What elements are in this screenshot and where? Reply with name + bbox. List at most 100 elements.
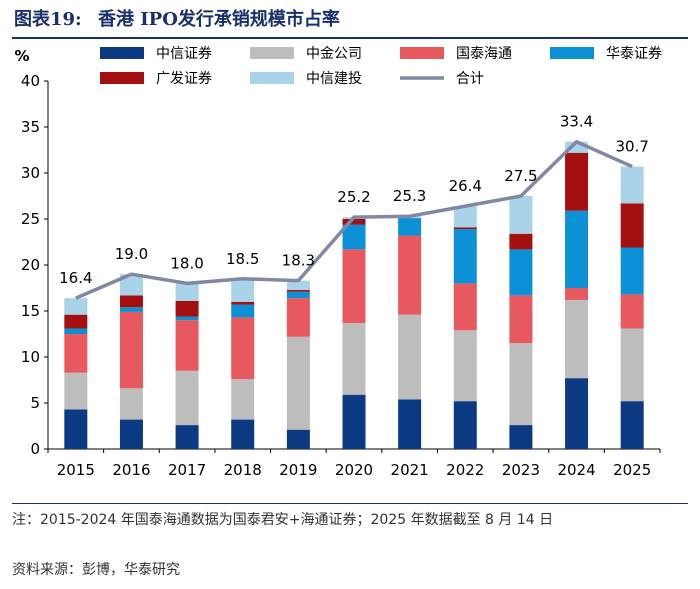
bar-segment [286, 291, 310, 299]
bar-segment [565, 288, 589, 300]
chart-note: 注：2015-2024 年国泰海通数据为国泰君安+海通证券；2025 年数据截至… [12, 512, 554, 528]
bar-segment [119, 388, 143, 420]
bar-segment [64, 328, 88, 334]
x-tick-label: 2021 [391, 461, 429, 479]
bar-segment [453, 229, 477, 284]
bar-segment [342, 249, 366, 323]
x-tick-label: 2019 [279, 461, 317, 479]
y-axis-label: % [14, 47, 29, 65]
bar-segment [64, 314, 88, 329]
legend-swatch [250, 47, 294, 59]
bar-segment [565, 299, 589, 379]
bar-segment [286, 298, 310, 337]
x-tick-label: 2017 [168, 461, 206, 479]
total-data-label: 26.4 [449, 177, 482, 195]
figure-title-row: 图表19: 香港 IPO发行承销规模市占率 [14, 5, 686, 35]
bar-segment [231, 301, 255, 305]
bar-segment [565, 152, 589, 211]
x-tick-label: 2022 [446, 461, 484, 479]
bar-segment [620, 401, 644, 449]
total-data-label: 25.3 [393, 187, 426, 205]
bar-segment [342, 322, 366, 395]
bar-segment [175, 370, 199, 426]
bar-segment [342, 224, 366, 250]
bar-segment [231, 419, 255, 449]
y-tick-label: 15 [21, 302, 40, 320]
legend-swatch [550, 47, 594, 59]
bar-segment [509, 425, 533, 449]
y-tick-label: 25 [21, 210, 40, 228]
legend-label: 国泰海通 [456, 46, 512, 62]
x-tick-label: 2016 [112, 461, 150, 479]
total-data-label: 33.4 [560, 113, 593, 131]
bar-segment [64, 409, 88, 449]
bar-segment [64, 298, 88, 315]
bar-segment [453, 330, 477, 402]
legend-label: 广发证券 [156, 71, 212, 87]
total-data-label: 18.3 [282, 252, 315, 270]
bar-segment [620, 203, 644, 248]
bar-segment [231, 379, 255, 420]
bar-segment [286, 280, 310, 290]
legend-swatch [100, 72, 144, 84]
legend-label: 中信证券 [156, 46, 212, 62]
bar-segment [509, 249, 533, 296]
bar-segment [231, 317, 255, 380]
bar-segment [453, 206, 477, 228]
bar-segment [565, 378, 589, 449]
legend-label: 华泰证券 [606, 46, 662, 62]
x-tick-label: 2024 [557, 461, 595, 479]
chart-bars [64, 141, 644, 449]
bar-segment [119, 274, 143, 296]
bar-segment [286, 336, 310, 430]
bar-segment [509, 196, 533, 234]
bar-segment [620, 328, 644, 402]
y-tick-label: 35 [21, 118, 40, 136]
legend-label: 合计 [456, 71, 484, 87]
x-tick-label: 2018 [224, 461, 262, 479]
y-tick-label: 30 [21, 164, 40, 182]
bar-segment [620, 166, 644, 204]
total-data-label: 27.5 [504, 167, 537, 185]
bar-segment [398, 235, 422, 315]
bar-segment [620, 247, 644, 295]
bar-segment [398, 399, 422, 449]
bar-segment [64, 334, 88, 373]
bar-segment [286, 289, 310, 292]
total-data-label: 18.0 [170, 254, 203, 272]
bar-segment [509, 233, 533, 250]
bar-segment [119, 419, 143, 449]
y-tick-label: 40 [21, 72, 40, 90]
y-tick-label: 20 [21, 256, 40, 274]
bar-segment [119, 311, 143, 389]
total-data-label: 19.0 [115, 245, 148, 263]
bar-segment [398, 218, 422, 236]
x-tick-label: 2023 [502, 461, 540, 479]
y-tick-label: 10 [21, 348, 40, 366]
bar-segment [620, 294, 644, 329]
bar-segment [119, 307, 143, 312]
bar-segment [509, 295, 533, 344]
total-data-label: 16.4 [59, 269, 92, 287]
bar-segment [119, 295, 143, 308]
x-tick-label: 2015 [57, 461, 95, 479]
y-tick-label: 5 [30, 394, 40, 412]
bar-segment [64, 372, 88, 410]
bar-segment [509, 343, 533, 426]
bar-segment [453, 283, 477, 331]
bar-segment [175, 316, 199, 321]
bar-segment [231, 278, 255, 302]
total-data-label: 18.5 [226, 250, 259, 268]
bar-segment [175, 283, 199, 301]
legend-swatch [100, 47, 144, 59]
total-line-series [75, 139, 633, 300]
bar-segment [175, 300, 199, 317]
legend-swatch [250, 72, 294, 84]
title-divider [12, 37, 688, 39]
legend-swatch [400, 47, 444, 59]
bar-segment [286, 429, 310, 449]
